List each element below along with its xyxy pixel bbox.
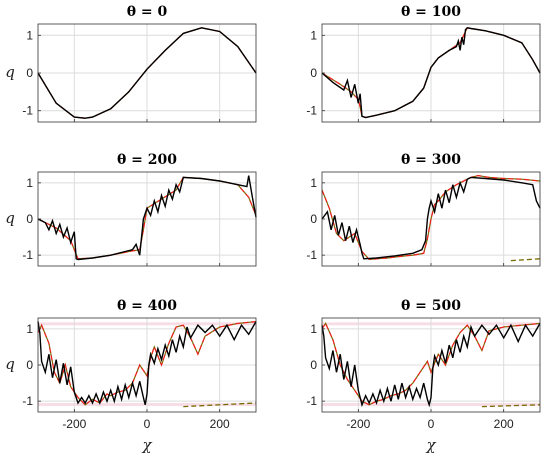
panel-500: -1 0 1 -200 0 200 θ = 500 χ [306,298,541,454]
numeric-curve [37,321,257,406]
numeric-curve [321,323,541,408]
x-axis-label: χ [141,436,152,454]
y-tick-label: 0 [26,212,33,226]
dashed-curve-extra [481,404,541,408]
x-tick-label: 0 [428,417,435,431]
y-tick-label: -1 [306,248,317,262]
y-tick-label: -1 [22,394,33,408]
y-tick-label: -1 [306,104,317,118]
panel-title: θ = 500 [401,298,461,314]
x-tick-label: -200 [346,417,370,431]
y-tick-label: 1 [310,176,317,190]
panel-400: -1 0 1 -200 0 200 θ = 400 q χ [5,298,257,454]
x-tick-label: 0 [144,417,151,431]
y-tick-label: 0 [310,66,317,80]
y-tick-label: 1 [26,176,33,190]
numeric-curve [321,27,541,119]
y-tick-label: -1 [22,104,33,118]
y-tick-label: -1 [22,248,33,262]
numeric-curve [37,27,257,119]
y-tick-label: 0 [310,358,317,372]
y-tick-label: 0 [310,212,317,226]
dashed-curve-red [37,320,257,406]
dashed-curve-olive [321,174,541,261]
dashed-curve-olive [321,322,541,406]
x-tick-label: -200 [62,417,86,431]
y-tick-label: -1 [306,394,317,408]
x-tick-label: 200 [494,417,514,431]
dashed-curve-extra [183,402,257,408]
y-tick-label: 1 [26,28,33,42]
y-tick-label: 1 [310,322,317,336]
y-axis-label: q [5,209,15,227]
y-axis-label: q [5,63,15,81]
panels-container: -1 0 1 θ = 0 q -1 0 1 θ = 100 -1 0 1 θ = 200 q -1 0 1 θ =… [5,4,541,454]
dashed-curve-extra [510,258,541,262]
panel-title: θ = 100 [401,4,461,20]
x-axis-label: χ [425,436,436,454]
dashed-curve-red [321,174,541,261]
y-tick-label: 1 [310,28,317,42]
panel-title: θ = 300 [401,152,461,168]
panel-200: -1 0 1 θ = 200 q [5,152,257,267]
panel-100: -1 0 1 θ = 100 [306,4,541,123]
y-tick-label: 0 [26,66,33,80]
numeric-curve [321,176,541,260]
numeric-curve [37,175,257,261]
y-tick-label: 0 [26,358,33,372]
panel-title: θ = 400 [117,298,177,314]
panel-0: -1 0 1 θ = 0 q [5,4,257,123]
y-axis-label: q [5,355,15,373]
panel-300: -1 0 1 θ = 300 [306,152,541,267]
x-tick-label: 200 [210,417,230,431]
panel-title: θ = 0 [127,4,168,20]
y-tick-label: 1 [26,322,33,336]
panel-title: θ = 200 [117,152,177,168]
